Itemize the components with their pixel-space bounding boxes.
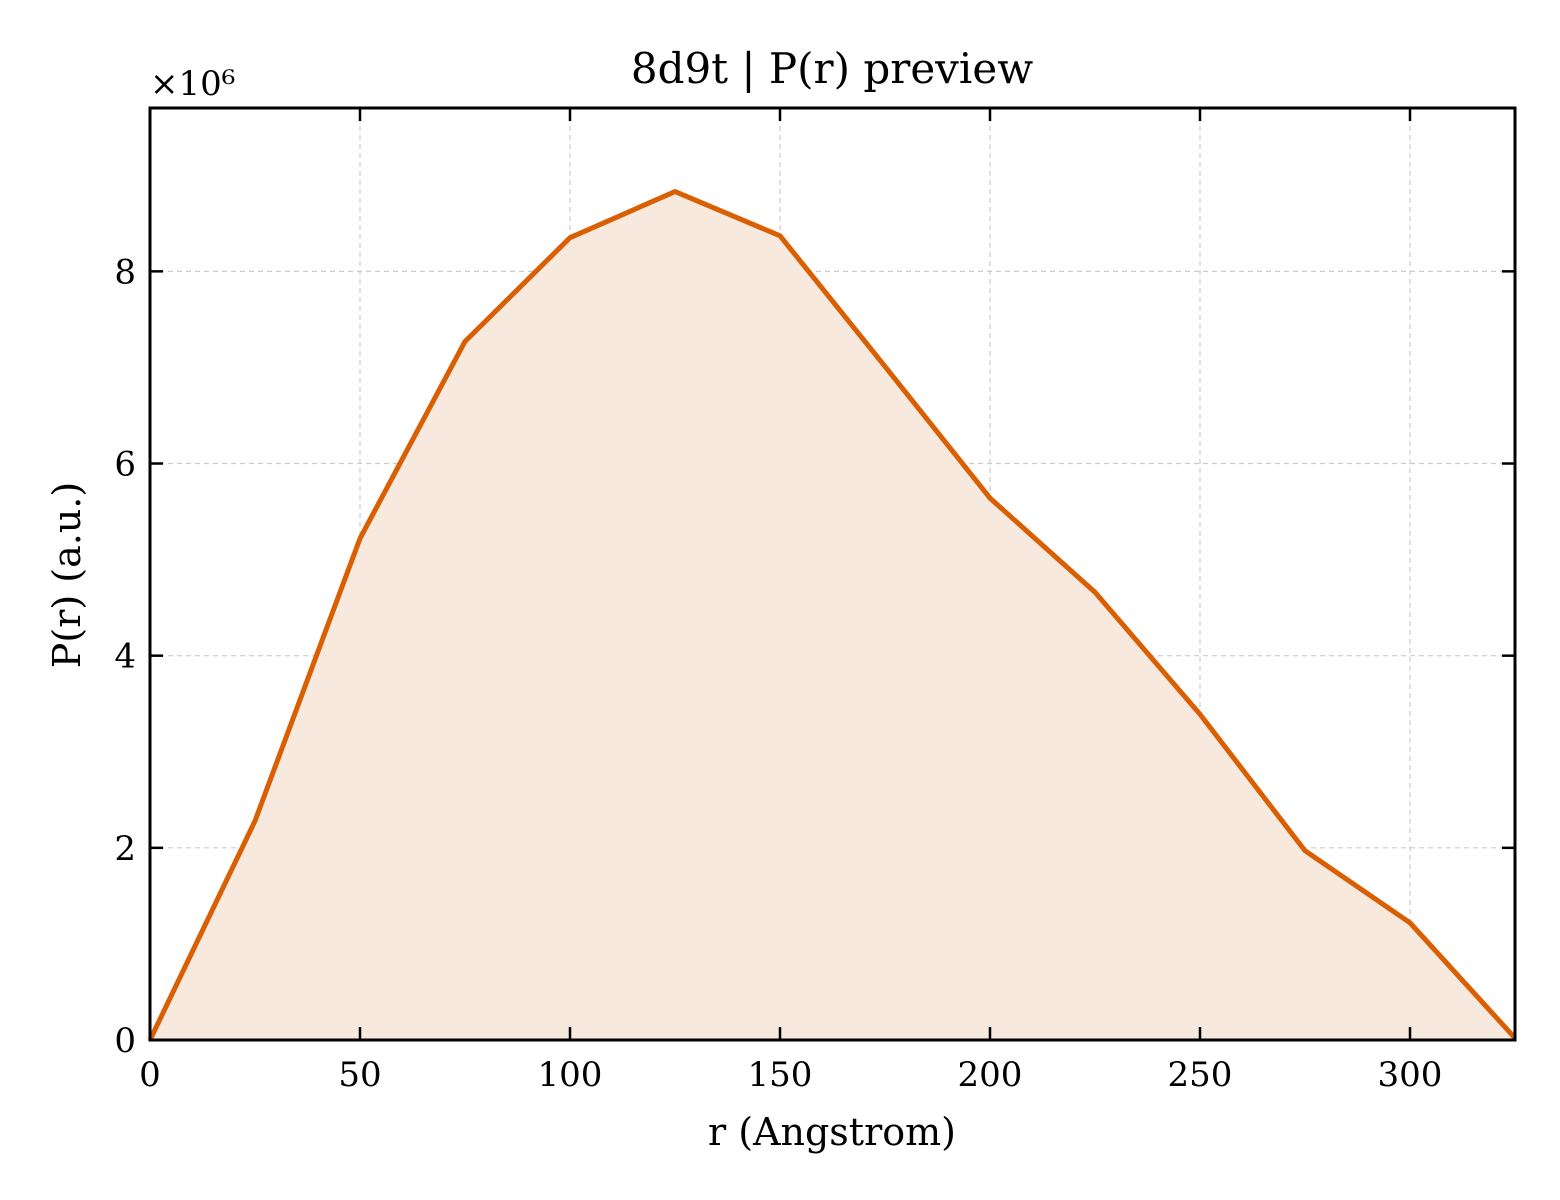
x-axis-label: r (Angstrom)	[708, 1110, 956, 1154]
x-tick-label: 250	[1168, 1055, 1233, 1095]
x-tick-label: 100	[538, 1055, 603, 1095]
axis-ticks	[148, 108, 1515, 1042]
chart-title: 8d9t | P(r) preview	[631, 44, 1033, 93]
y-offset-label: ×10⁶	[150, 64, 235, 104]
x-tick-labels: 0 50 100 150 200 250 300	[139, 1055, 1442, 1095]
y-tick-label: 0	[114, 1021, 136, 1061]
y-tick-label: 8	[114, 252, 136, 292]
x-tick-label: 200	[958, 1055, 1023, 1095]
x-tick-label: 300	[1378, 1055, 1443, 1095]
y-tick-labels: 0 2 4 6 8	[114, 252, 136, 1061]
series-line	[147, 189, 1517, 1042]
area-fill	[150, 191, 1515, 1041]
x-tick-label: 150	[748, 1055, 813, 1095]
y-tick-label: 4	[114, 637, 136, 677]
plot-frame	[148, 106, 1517, 1042]
x-tick-label: 0	[139, 1055, 161, 1095]
x-tick-label: 50	[338, 1055, 381, 1095]
y-tick-label: 2	[114, 829, 136, 869]
y-axis-label: P(r) (a.u.)	[45, 482, 89, 668]
y-tick-label: 6	[114, 445, 136, 485]
